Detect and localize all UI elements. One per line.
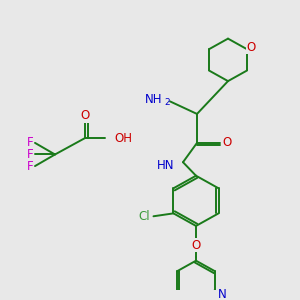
Text: F: F xyxy=(27,160,33,172)
Text: O: O xyxy=(191,239,201,252)
Text: O: O xyxy=(80,110,90,122)
Text: 2: 2 xyxy=(164,98,170,107)
Text: Cl: Cl xyxy=(139,210,150,223)
Text: HN: HN xyxy=(157,159,174,172)
Text: F: F xyxy=(27,136,33,149)
Text: O: O xyxy=(246,41,256,54)
Text: NH: NH xyxy=(145,93,162,106)
Text: OH: OH xyxy=(114,132,132,145)
Text: F: F xyxy=(27,148,33,161)
Text: O: O xyxy=(222,136,232,149)
Text: N: N xyxy=(218,288,226,300)
